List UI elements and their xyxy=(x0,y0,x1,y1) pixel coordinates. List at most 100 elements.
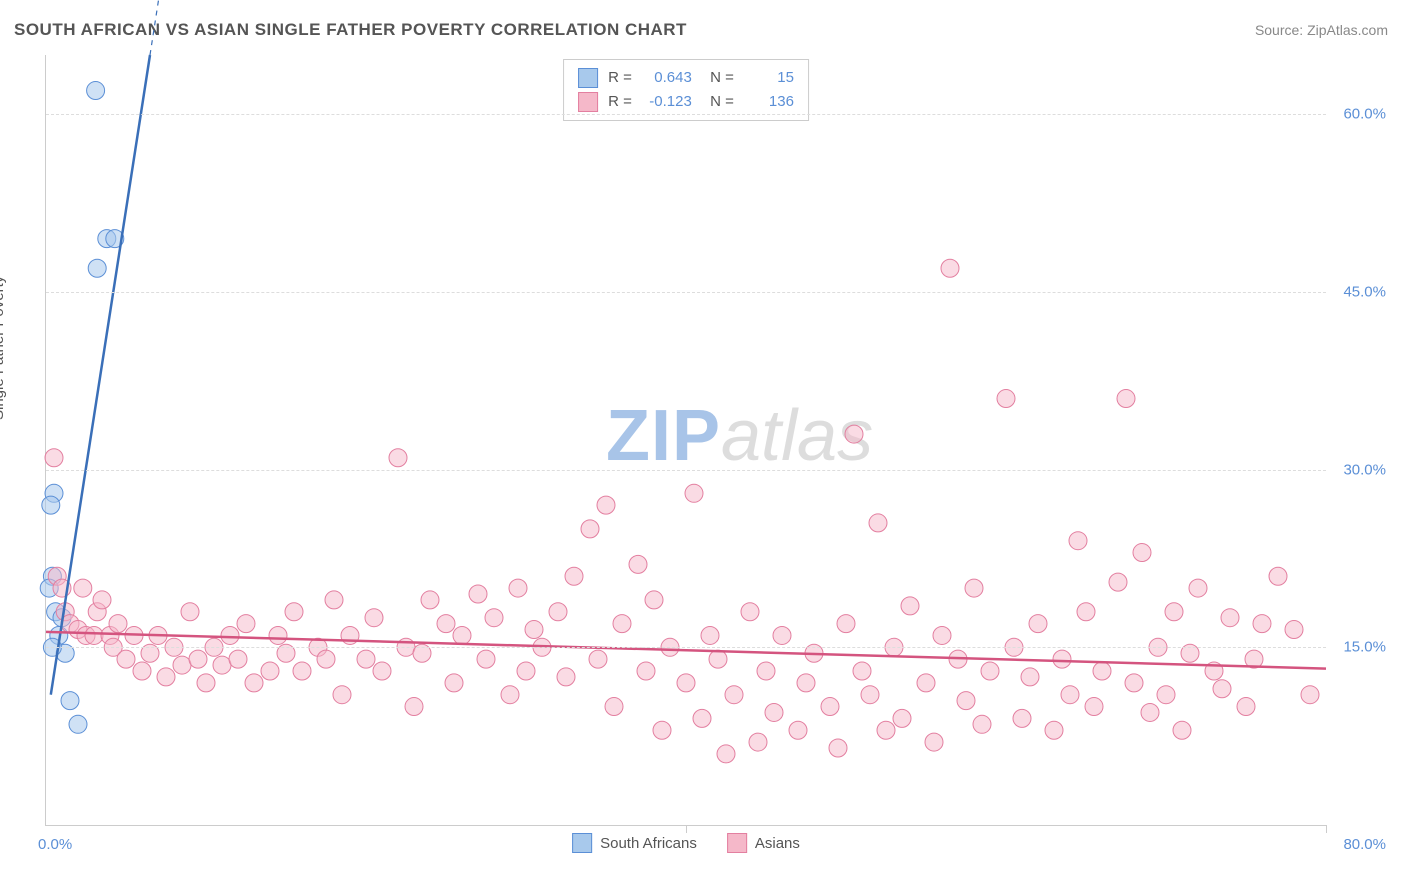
data-point xyxy=(93,591,111,609)
data-point xyxy=(389,449,407,467)
data-point xyxy=(957,692,975,710)
data-point xyxy=(997,390,1015,408)
data-point xyxy=(829,739,847,757)
data-point xyxy=(605,698,623,716)
data-point xyxy=(685,484,703,502)
data-point xyxy=(1093,662,1111,680)
y-tick-label: 45.0% xyxy=(1343,283,1386,300)
data-point xyxy=(581,520,599,538)
data-point xyxy=(797,674,815,692)
data-point xyxy=(197,674,215,692)
data-point xyxy=(357,650,375,668)
data-point xyxy=(693,709,711,727)
data-point xyxy=(1141,703,1159,721)
data-point xyxy=(1253,615,1271,633)
data-point xyxy=(773,626,791,644)
data-point xyxy=(749,733,767,751)
data-point xyxy=(549,603,567,621)
data-point xyxy=(525,621,543,639)
y-tick-label: 60.0% xyxy=(1343,106,1386,123)
data-point xyxy=(189,650,207,668)
data-point xyxy=(869,514,887,532)
plot-area: ZIPatlas R = 0.643 N = 15 R = -0.123 N =… xyxy=(45,55,1326,826)
legend-r-label: R = xyxy=(608,90,632,114)
data-point xyxy=(1053,650,1071,668)
data-point xyxy=(317,650,335,668)
data-point xyxy=(1077,603,1095,621)
data-point xyxy=(877,721,895,739)
data-point xyxy=(133,662,151,680)
data-point xyxy=(565,567,583,585)
x-axis-min-label: 0.0% xyxy=(38,836,72,853)
legend-n-sa: 15 xyxy=(744,66,794,90)
swatch-icon xyxy=(572,833,592,853)
legend-label-asian: Asians xyxy=(755,835,800,852)
y-tick-label: 30.0% xyxy=(1343,461,1386,478)
data-point xyxy=(453,626,471,644)
data-point xyxy=(973,715,991,733)
data-point xyxy=(261,662,279,680)
legend-item-sa: South Africans xyxy=(572,833,697,853)
data-point xyxy=(941,259,959,277)
x-tick xyxy=(686,825,687,833)
data-point xyxy=(157,668,175,686)
data-point xyxy=(1133,544,1151,562)
data-point xyxy=(1213,680,1231,698)
data-point xyxy=(87,82,105,100)
data-point xyxy=(1173,721,1191,739)
legend-n-asian: 136 xyxy=(744,90,794,114)
data-point xyxy=(613,615,631,633)
data-point xyxy=(893,709,911,727)
data-point xyxy=(637,662,655,680)
data-point xyxy=(1269,567,1287,585)
data-point xyxy=(365,609,383,627)
data-point xyxy=(269,626,287,644)
data-point xyxy=(597,496,615,514)
data-point xyxy=(1237,698,1255,716)
chart-svg xyxy=(46,55,1326,825)
legend-r-label: R = xyxy=(608,66,632,90)
data-point xyxy=(88,259,106,277)
swatch-icon xyxy=(727,833,747,853)
legend-row-sa: R = 0.643 N = 15 xyxy=(578,66,794,90)
legend-label-sa: South Africans xyxy=(600,835,697,852)
data-point xyxy=(45,449,63,467)
data-point xyxy=(853,662,871,680)
data-point xyxy=(1069,532,1087,550)
data-point xyxy=(765,703,783,721)
x-tick xyxy=(1326,825,1327,833)
chart-title: SOUTH AFRICAN VS ASIAN SINGLE FATHER POV… xyxy=(14,20,687,40)
data-point xyxy=(1221,609,1239,627)
data-point xyxy=(85,626,103,644)
correlation-legend: R = 0.643 N = 15 R = -0.123 N = 136 xyxy=(563,59,809,121)
data-point xyxy=(1109,573,1127,591)
data-point xyxy=(325,591,343,609)
data-point xyxy=(901,597,919,615)
legend-r-sa: 0.643 xyxy=(642,66,692,90)
legend-item-asian: Asians xyxy=(727,833,800,853)
data-point xyxy=(1157,686,1175,704)
data-point xyxy=(469,585,487,603)
data-point xyxy=(509,579,527,597)
series-legend: South Africans Asians xyxy=(572,833,800,853)
data-point xyxy=(405,698,423,716)
data-point xyxy=(1045,721,1063,739)
data-point xyxy=(981,662,999,680)
legend-r-asian: -0.123 xyxy=(642,90,692,114)
data-point xyxy=(589,650,607,668)
data-point xyxy=(61,692,79,710)
data-point xyxy=(1189,579,1207,597)
gridline xyxy=(46,647,1326,648)
data-point xyxy=(725,686,743,704)
data-point xyxy=(74,579,92,597)
data-point xyxy=(333,686,351,704)
data-point xyxy=(1165,603,1183,621)
data-point xyxy=(837,615,855,633)
data-point xyxy=(421,591,439,609)
legend-n-label: N = xyxy=(702,66,734,90)
data-point xyxy=(221,626,239,644)
data-point xyxy=(717,745,735,763)
data-point xyxy=(1061,686,1079,704)
gridline xyxy=(46,470,1326,471)
data-point xyxy=(477,650,495,668)
